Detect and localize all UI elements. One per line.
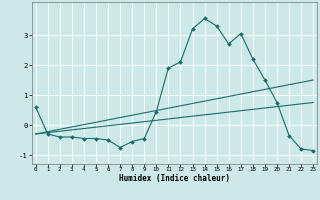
X-axis label: Humidex (Indice chaleur): Humidex (Indice chaleur)	[119, 174, 230, 183]
